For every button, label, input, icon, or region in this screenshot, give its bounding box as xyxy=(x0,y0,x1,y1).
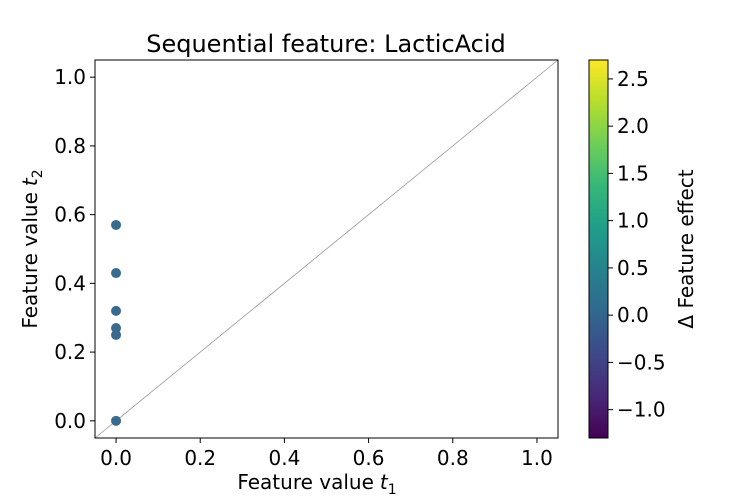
x-axis-ticks: 0.0 0.2 0.4 0.6 0.8 1.0 xyxy=(100,438,553,470)
y-tick-label: 1.0 xyxy=(54,65,86,89)
colorbar-tick-label: −1.0 xyxy=(617,398,666,422)
x-axis-label: Feature value t1 xyxy=(237,470,396,498)
data-point xyxy=(111,415,122,426)
reference-line-layer xyxy=(94,59,559,439)
data-point xyxy=(111,219,122,230)
plot-frame xyxy=(94,59,559,439)
chart-title: Sequential feature: LacticAcid xyxy=(146,30,506,58)
y-tick-label: 0.4 xyxy=(54,271,86,295)
data-point xyxy=(111,329,122,340)
y-tick-label: 0.2 xyxy=(54,340,86,364)
colorbar-tick-label: 1.5 xyxy=(617,161,649,185)
colorbar-ticks: −1.0 −0.5 0.0 0.5 1.0 1.5 2.0 2.5 xyxy=(608,67,666,422)
y-tick-label: 0.0 xyxy=(54,409,86,433)
colorbar-tick-label: 1.0 xyxy=(617,209,649,233)
x-tick-label: 0.2 xyxy=(184,446,216,470)
x-tick-label: 0.6 xyxy=(353,446,385,470)
y-axis-label: Feature valuet2 xyxy=(18,169,46,328)
y-tick-label: 0.8 xyxy=(54,134,86,158)
y-axis-label-text: Feature value xyxy=(18,192,42,329)
colorbar-label: Δ Feature effect xyxy=(674,169,698,328)
colorbar xyxy=(588,59,609,439)
y-axis-label-subscript: 2 xyxy=(30,169,46,178)
data-point xyxy=(111,268,122,279)
x-tick-label: 1.0 xyxy=(521,446,553,470)
y-axis-ticks: 0.0 0.2 0.4 0.6 0.8 1.0 xyxy=(54,65,95,433)
points-layer xyxy=(111,219,122,426)
data-point xyxy=(111,305,122,316)
x-axis-label-text: Feature value xyxy=(237,470,374,494)
colorbar-tick-label: 2.5 xyxy=(617,67,649,91)
colorbar-tick-label: −0.5 xyxy=(617,350,666,374)
x-tick-label: 0.4 xyxy=(269,446,301,470)
x-tick-label: 0.0 xyxy=(100,446,132,470)
identity-line xyxy=(94,59,559,439)
colorbar-tick-label: 0.5 xyxy=(617,256,649,280)
data-point xyxy=(111,323,122,334)
colorbar-tick-label: 2.0 xyxy=(617,114,649,138)
colorbar-tick-label: 0.0 xyxy=(617,303,649,327)
y-tick-label: 0.6 xyxy=(54,203,86,227)
x-tick-label: 0.8 xyxy=(437,446,469,470)
x-axis-label-subscript: 1 xyxy=(388,482,397,498)
